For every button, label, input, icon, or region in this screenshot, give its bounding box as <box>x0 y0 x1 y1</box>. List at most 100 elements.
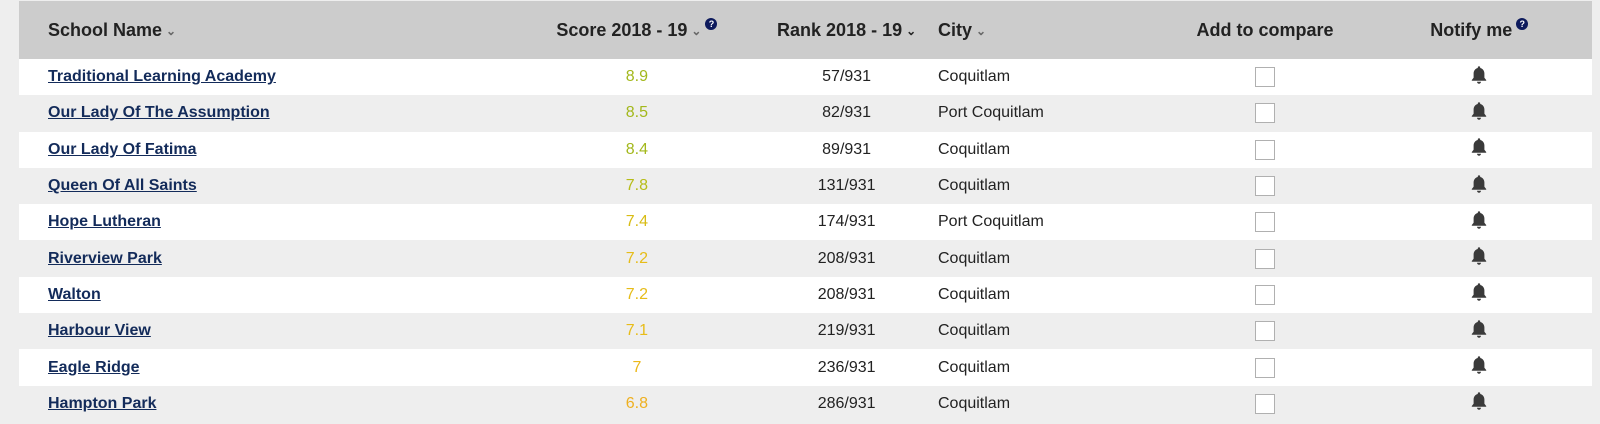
bell-icon-svg <box>1472 283 1487 302</box>
school-name-cell: Harbour View <box>19 313 519 349</box>
school-name-link[interactable]: Riverview Park <box>48 249 162 267</box>
bell-icon[interactable] <box>1470 65 1488 90</box>
school-name-link[interactable]: Eagle Ridge <box>48 358 140 376</box>
header-school-name[interactable]: School Name ⌄ <box>19 1 519 59</box>
school-name-link[interactable]: Our Lady Of The Assumption <box>48 104 270 122</box>
school-name-cell: Hampton Park <box>19 386 519 422</box>
bell-icon-svg <box>1472 319 1487 338</box>
notify-cell <box>1367 132 1592 168</box>
score-value: 7 <box>632 358 642 376</box>
city-value: Coquitlam <box>938 140 1011 158</box>
bell-icon[interactable] <box>1470 246 1488 271</box>
score-value: 6.8 <box>625 394 649 412</box>
score-value: 8.5 <box>625 104 649 122</box>
table-row: Walton 7.2 208/931 Coquitlam <box>19 276 1592 314</box>
rank-value: 89/931 <box>822 140 872 158</box>
chevron-down-icon[interactable]: ⌄ <box>976 23 987 38</box>
school-name-link[interactable]: Harbour View <box>48 322 151 340</box>
score-value: 7.1 <box>625 322 649 340</box>
header-rank[interactable]: Rank 2018 - 19 ⌄ <box>755 1 938 59</box>
rank-value: 286/931 <box>817 394 876 412</box>
bell-icon[interactable] <box>1470 391 1488 416</box>
notify-cell <box>1367 204 1592 240</box>
city-cell: Coquitlam <box>938 349 1163 385</box>
score-cell: 7.4 <box>519 204 756 240</box>
add-to-compare-checkbox[interactable] <box>1254 393 1275 414</box>
notify-cell <box>1367 95 1592 131</box>
score-cell: 7 <box>519 349 756 385</box>
bell-icon-svg <box>1472 174 1487 193</box>
notify-cell <box>1367 277 1592 313</box>
score-cell: 7.2 <box>519 240 756 276</box>
bell-icon[interactable] <box>1470 101 1488 126</box>
school-name-cell: Our Lady Of Fatima <box>19 132 519 168</box>
question-circle-icon[interactable]: ? <box>705 17 718 30</box>
table-row: Queen Of All Saints 7.8 131/931 Coquitla… <box>19 167 1592 205</box>
add-to-compare-checkbox[interactable] <box>1254 139 1275 160</box>
schools-table-container: School Name ⌄ Score 2018 - 19 ⌄? Rank 2018… <box>19 1 1592 422</box>
city-value: Coquitlam <box>938 68 1011 86</box>
header-rank-label: Rank 2018 - 19 <box>777 19 903 40</box>
bell-icon[interactable] <box>1470 137 1488 162</box>
compare-cell <box>1163 386 1366 422</box>
bell-icon-svg <box>1472 392 1487 411</box>
table-row: Our Lady Of The Assumption 8.5 82/931 Po… <box>19 95 1592 132</box>
bell-icon-svg <box>1472 211 1487 229</box>
city-cell: Coquitlam <box>938 59 1163 95</box>
rank-value: 219/931 <box>817 322 876 340</box>
bell-icon[interactable] <box>1470 174 1488 199</box>
chevron-down-icon[interactable]: ⌄ <box>691 23 702 38</box>
city-value: Coquitlam <box>938 322 1011 340</box>
table-header: School Name ⌄ Score 2018 - 19 ⌄? Rank 2018… <box>19 1 1592 59</box>
school-name-link[interactable]: Our Lady Of Fatima <box>48 140 197 158</box>
chevron-down-icon[interactable]: ⌄ <box>906 23 917 38</box>
rank-cell: 89/931 <box>755 132 938 168</box>
header-score[interactable]: Score 2018 - 19 ⌄? <box>519 1 756 59</box>
chevron-down-icon[interactable]: ⌄ <box>166 23 177 38</box>
rank-value: 174/931 <box>817 213 876 231</box>
rank-value: 57/931 <box>822 68 872 86</box>
compare-cell <box>1163 313 1366 349</box>
rank-value: 208/931 <box>817 249 876 267</box>
school-name-cell: Our Lady Of The Assumption <box>19 95 519 131</box>
score-value: 8.9 <box>625 68 649 86</box>
add-to-compare-checkbox[interactable] <box>1254 176 1275 197</box>
school-name-link[interactable]: Walton <box>48 285 101 303</box>
table-body: Traditional Learning Academy 8.9 57/931 … <box>19 59 1592 422</box>
rank-value: 82/931 <box>822 104 872 122</box>
header-city[interactable]: City ⌄ <box>938 1 1163 59</box>
notify-cell <box>1367 313 1592 349</box>
add-to-compare-checkbox[interactable] <box>1254 212 1275 233</box>
city-value: Port Coquitlam <box>938 213 1044 231</box>
rank-cell: 236/931 <box>755 349 938 385</box>
rank-cell: 174/931 <box>755 204 938 240</box>
rank-cell: 208/931 <box>755 240 938 276</box>
city-value: Coquitlam <box>938 249 1011 267</box>
add-to-compare-checkbox[interactable] <box>1254 357 1275 378</box>
bell-icon[interactable] <box>1470 282 1488 307</box>
bell-icon[interactable] <box>1470 319 1488 344</box>
school-name-cell: Eagle Ridge <box>19 349 519 385</box>
school-name-link[interactable]: Traditional Learning Academy <box>48 68 276 86</box>
school-name-link[interactable]: Hampton Park <box>48 394 157 412</box>
bell-icon[interactable] <box>1470 210 1488 235</box>
header-notify-label: Notify me <box>1430 19 1513 40</box>
add-to-compare-checkbox[interactable] <box>1254 321 1275 342</box>
rank-value: 131/931 <box>817 177 876 195</box>
add-to-compare-checkbox[interactable] <box>1254 67 1275 88</box>
school-name-link[interactable]: Queen Of All Saints <box>48 177 197 195</box>
table-row: Hope Lutheran 7.4 174/931 Port Coquitlam <box>19 204 1592 241</box>
compare-cell <box>1163 132 1366 168</box>
school-name-cell: Queen Of All Saints <box>19 168 519 204</box>
city-cell: Coquitlam <box>938 277 1163 313</box>
add-to-compare-checkbox[interactable] <box>1254 284 1275 305</box>
rank-cell: 219/931 <box>755 313 938 349</box>
add-to-compare-checkbox[interactable] <box>1254 248 1275 269</box>
bell-icon[interactable] <box>1470 355 1488 380</box>
compare-cell <box>1163 240 1366 276</box>
city-value: Coquitlam <box>938 177 1011 195</box>
school-name-link[interactable]: Hope Lutheran <box>48 213 161 231</box>
table-row: Hampton Park 6.8 286/931 Coquitlam <box>19 385 1592 422</box>
add-to-compare-checkbox[interactable] <box>1254 103 1275 124</box>
question-circle-icon[interactable]: ? <box>1516 17 1529 30</box>
